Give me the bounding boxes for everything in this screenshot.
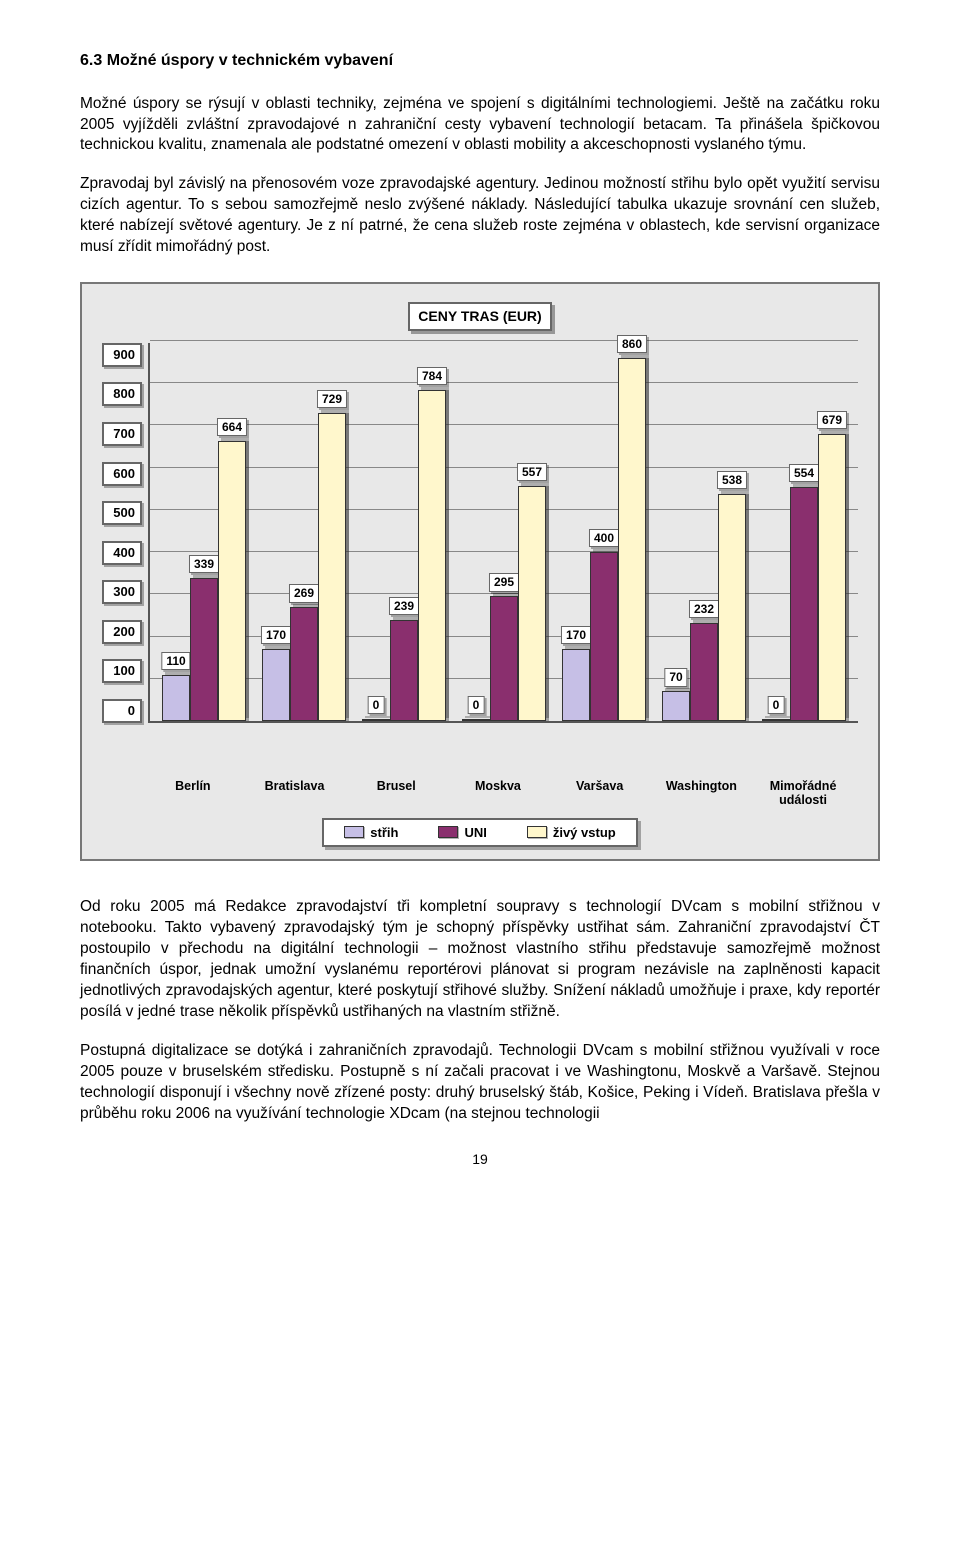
bar-group: 170269729 [259,413,349,721]
x-tick-label: Washington [656,779,746,808]
bar-value-label: 0 [468,696,485,714]
y-tick-label: 700 [102,422,142,446]
body-paragraph: Postupná digitalizace se dotýká i zahran… [80,1041,880,1125]
y-tick-label: 300 [102,580,142,604]
x-tick-label: Bratislava [250,779,340,808]
bar-group: 70232538 [659,494,749,721]
bar-group: 110339664 [159,441,249,721]
y-tick-label: 100 [102,659,142,683]
bar-value-label: 295 [489,573,519,591]
bar-strih: 170 [562,649,590,721]
bar-uni: 554 [790,487,818,721]
legend-item: střih [344,824,398,842]
bar-value-label: 0 [368,696,385,714]
y-tick-label: 400 [102,541,142,565]
y-tick-label: 600 [102,462,142,486]
bar-value-label: 729 [317,390,347,408]
chart-plot-area: 1103396641702697290239784029555717040086… [148,343,858,723]
bar-zivy: 784 [418,390,446,721]
y-tick-label: 0 [102,699,142,723]
bar-zivy: 664 [218,441,246,721]
bar-uni: 239 [390,620,418,721]
bar-value-label: 239 [389,597,419,615]
bar-strih: 170 [262,649,290,721]
bar-group: 0295557 [459,486,549,721]
legend-item: živý vstup [527,824,616,842]
y-tick-label: 800 [102,382,142,406]
bar-value-label: 339 [189,555,219,573]
bar-group: 170400860 [559,358,649,721]
legend-swatch [527,826,547,838]
y-tick-label: 900 [102,343,142,367]
bar-uni: 232 [690,623,718,721]
bar-value-label: 400 [589,529,619,547]
legend-label: UNI [464,824,486,842]
bar-strih: 0 [462,719,490,721]
x-tick-label: Berlín [148,779,238,808]
bar-strih: 70 [662,691,690,721]
bar-value-label: 538 [717,471,747,489]
body-paragraph: Zpravodaj byl závislý na přenosovém voze… [80,174,880,258]
chart-y-axis: 900 800 700 600 500 400 300 200 100 0 [102,343,148,723]
bar-uni: 400 [590,552,618,721]
page-number: 19 [80,1150,880,1169]
bar-value-label: 110 [161,652,190,670]
legend-label: živý vstup [553,824,616,842]
bar-zivy: 538 [718,494,746,721]
bar-strih: 0 [762,719,790,721]
bar-value-label: 664 [217,418,247,436]
chart-title: CENY TRAS (EUR) [408,302,551,331]
bar-uni: 269 [290,607,318,721]
x-tick-label: Mimořádné události [758,779,848,808]
bar-uni: 295 [490,596,518,721]
bar-value-label: 860 [617,335,647,353]
x-tick-label: Brusel [351,779,441,808]
bar-zivy: 679 [818,434,846,721]
bar-group: 0554679 [759,434,849,721]
x-tick-label: Moskva [453,779,543,808]
legend-swatch [438,826,458,838]
bar-value-label: 70 [664,668,687,686]
y-tick-label: 200 [102,620,142,644]
price-chart: CENY TRAS (EUR) 900800700600500400300200… [80,282,880,861]
bar-value-label: 232 [689,600,719,618]
bar-value-label: 679 [817,411,847,429]
legend-item: UNI [438,824,486,842]
bar-zivy: 860 [618,358,646,721]
bar-value-label: 269 [289,584,319,602]
bar-group: 0239784 [359,390,449,721]
bar-zivy: 557 [518,486,546,721]
bar-value-label: 170 [261,626,291,644]
bar-value-label: 554 [789,464,819,482]
bar-value-label: 0 [768,696,785,714]
bar-strih: 110 [162,675,190,721]
bar-value-label: 170 [561,626,591,644]
body-paragraph: Možné úspory se rýsují v oblasti technik… [80,94,880,157]
legend-swatch [344,826,364,838]
body-paragraph: Od roku 2005 má Redakce zpravodajství tř… [80,897,880,1023]
bar-strih: 0 [362,719,390,721]
chart-legend: střih UNI živý vstup [322,818,637,848]
section-heading: 6.3 Možné úspory v technickém vybavení [80,50,880,72]
y-tick-label: 500 [102,501,142,525]
chart-x-axis: Berlín Bratislava Brusel Moskva Varšava Washi… [102,773,858,808]
bar-value-label: 557 [517,463,547,481]
x-tick-label: Varšava [555,779,645,808]
bar-uni: 339 [190,578,218,721]
bar-value-label: 784 [417,367,447,385]
legend-label: střih [370,824,398,842]
bar-zivy: 729 [318,413,346,721]
